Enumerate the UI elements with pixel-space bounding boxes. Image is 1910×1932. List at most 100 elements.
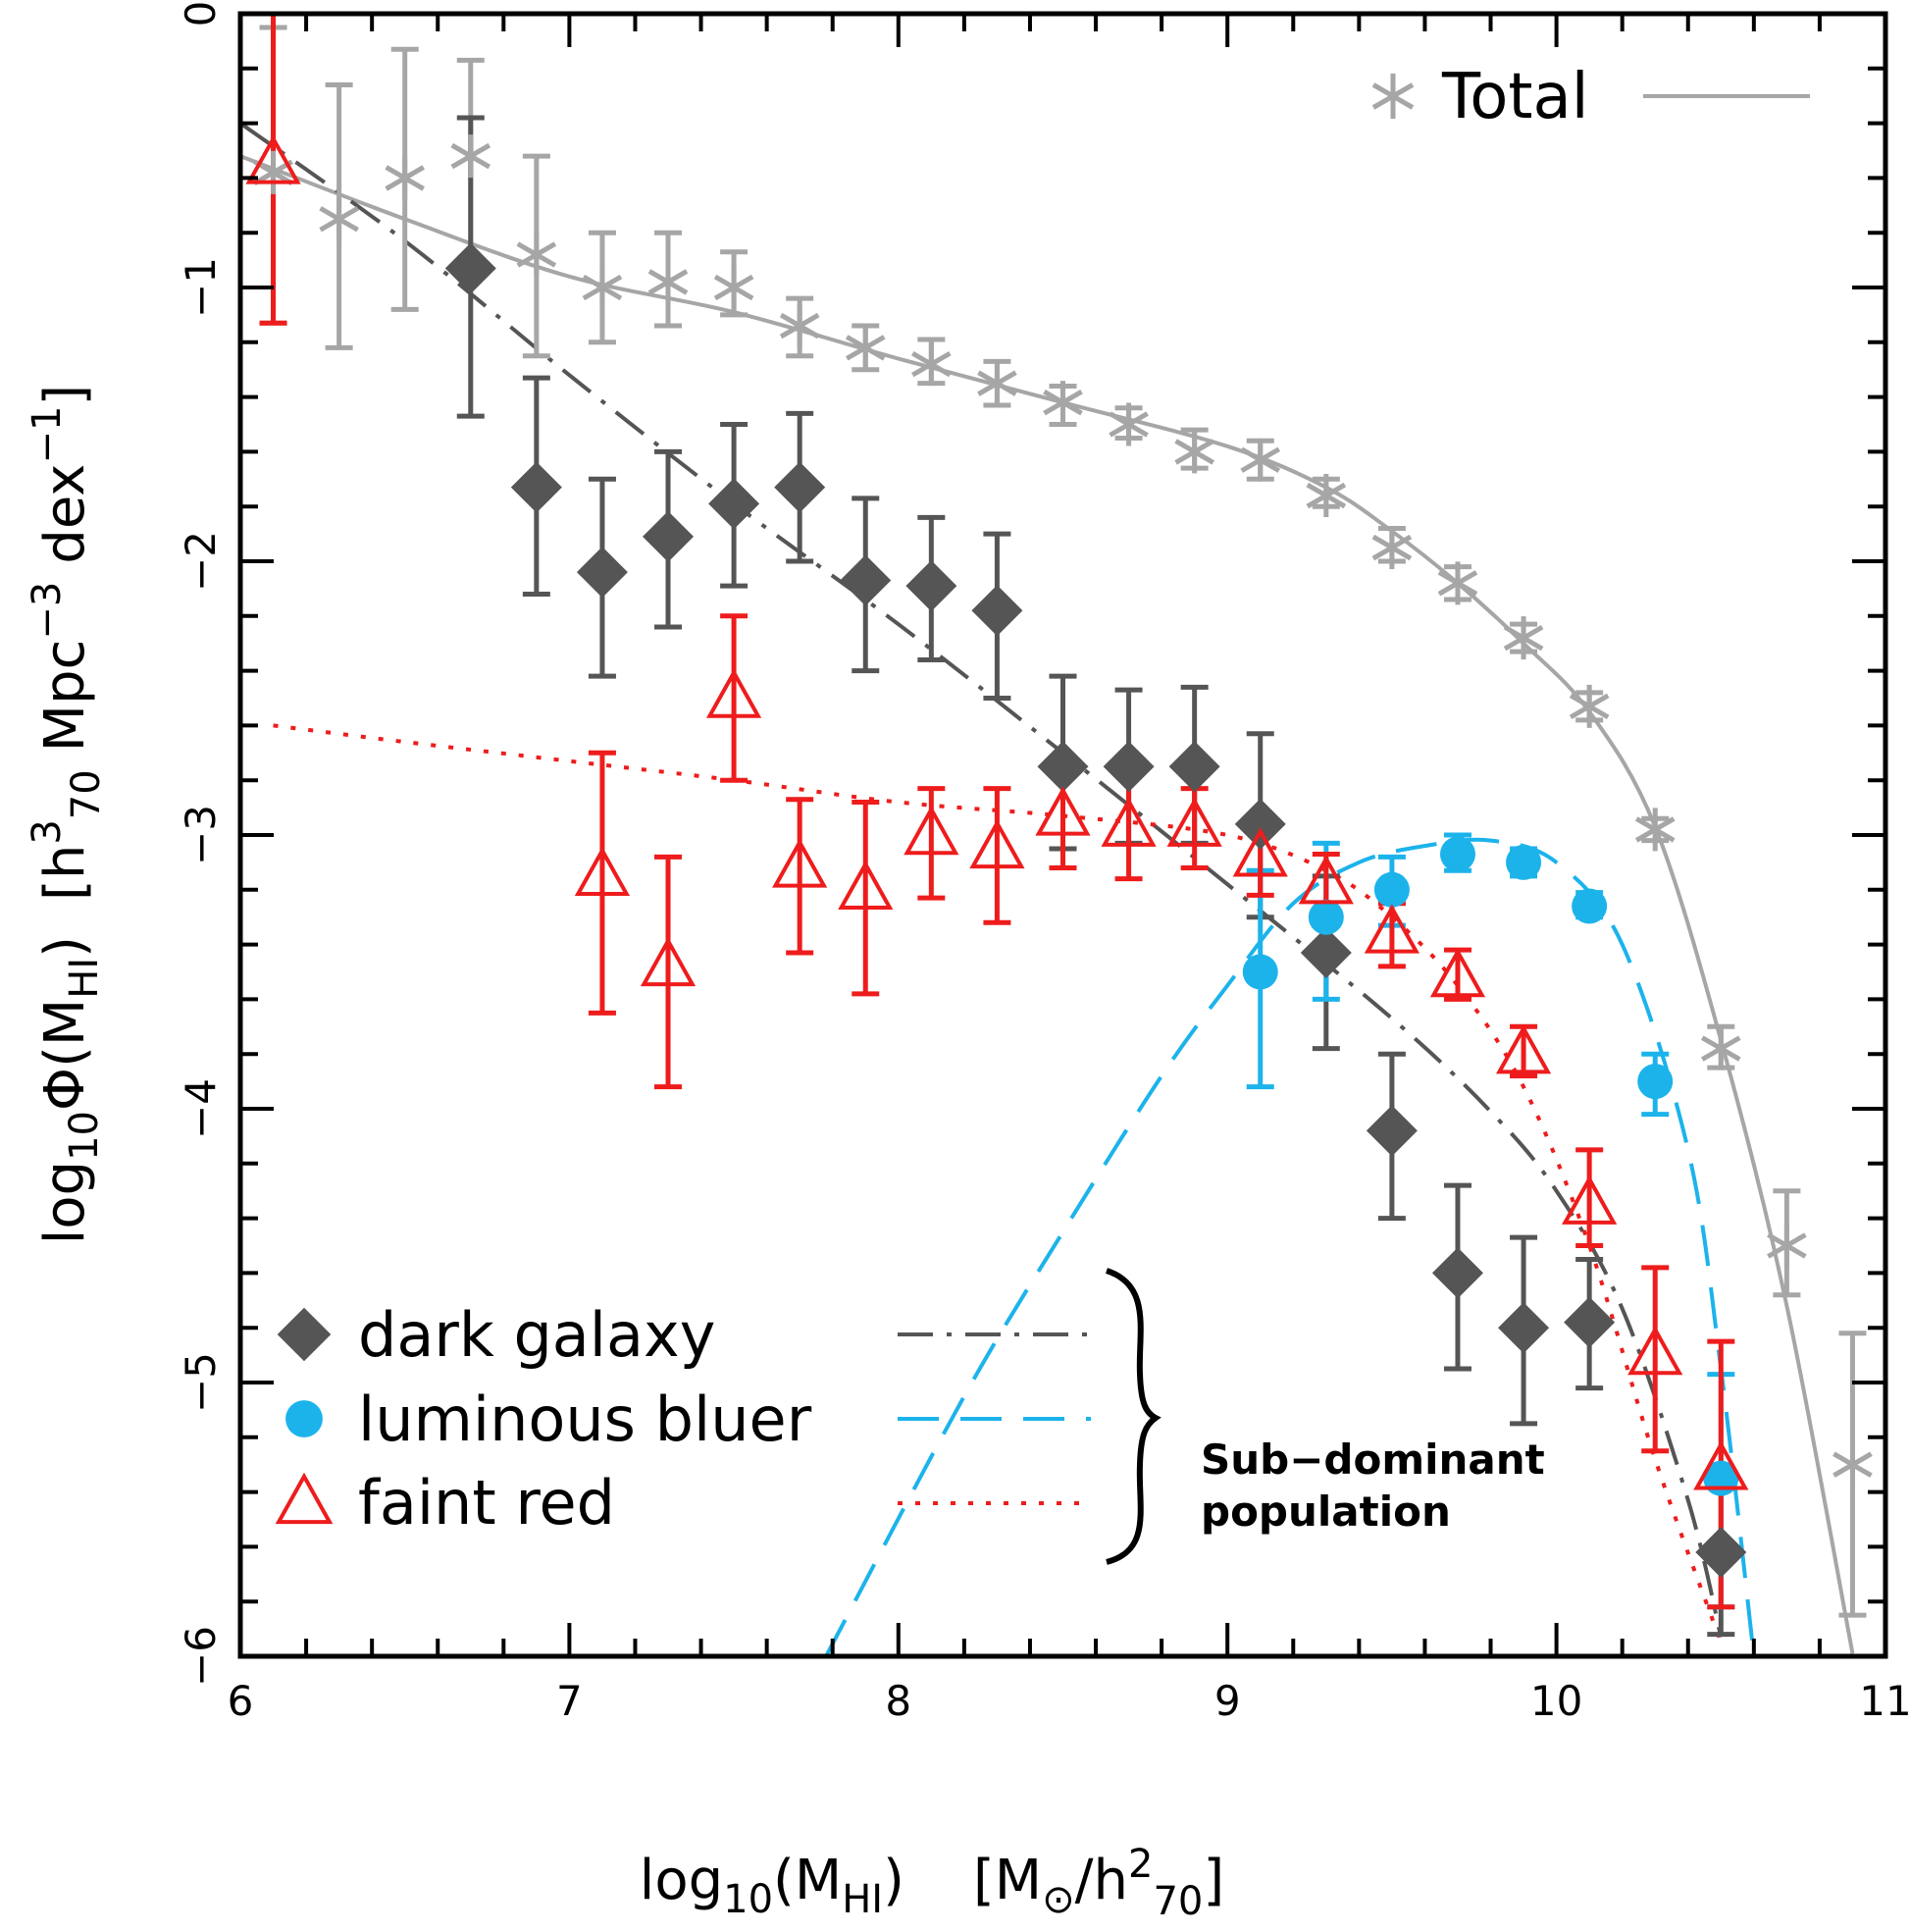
point-faint-red [838, 860, 894, 910]
legend-blue-label: luminous bluer [358, 1384, 812, 1455]
point-total [1240, 438, 1281, 482]
y-label-sup-m3: −3 [25, 582, 70, 640]
y-label-log-sub: 10 [62, 1111, 107, 1161]
point-dark-galaxy [774, 461, 826, 513]
point-total [1767, 1224, 1807, 1268]
tick-labels: 6 7 8 9 10 11 0 −1 −2 −3 −4 −5 −6 [177, 1, 1910, 1725]
point-total [1634, 808, 1676, 852]
legend-dark-label: dark galaxy [358, 1299, 715, 1371]
point-faint-red [903, 805, 959, 856]
point-faint-red [1364, 904, 1420, 954]
legend-total: Total [1441, 61, 1588, 133]
y-tick-label: 0 [177, 1, 225, 27]
point-total-stroke [1700, 1035, 1741, 1062]
point-total-stroke [713, 274, 754, 301]
x-label-log-sub: 10 [723, 1877, 773, 1922]
point-total-stroke [1174, 439, 1214, 465]
point-total-stroke [319, 206, 359, 233]
point-luminous-bluer [1439, 836, 1475, 872]
point-total-stroke [1043, 390, 1083, 416]
x-tick-label: 10 [1530, 1677, 1582, 1725]
point-faint-red [1495, 1024, 1552, 1074]
point-dark-galaxy [1564, 1296, 1616, 1348]
point-total [385, 156, 426, 200]
x-label-bracket-close: ] [1203, 1849, 1224, 1912]
point-total [1043, 381, 1083, 425]
point-faint-red [1035, 786, 1091, 836]
y-label-sup-m1: −1 [25, 406, 70, 464]
point-dark-galaxy [1431, 1247, 1483, 1299]
legend-populations: dark galaxy luminous bluer faint red Sub… [358, 1268, 1545, 1565]
point-total-stroke [253, 159, 293, 185]
point-dark-galaxy [1234, 798, 1286, 850]
point-total [1371, 526, 1413, 570]
point-total [977, 361, 1017, 405]
x-tick-label: 7 [556, 1677, 583, 1725]
y-label-sub70: 70 [64, 769, 109, 819]
point-total [1833, 1442, 1873, 1487]
point-luminous-bluer [1242, 954, 1278, 990]
point-dark-galaxy [1103, 741, 1155, 793]
point-total [1109, 402, 1149, 446]
point-total-stroke [1437, 570, 1478, 597]
point-total-stroke [1306, 482, 1347, 509]
point-total-stroke [1240, 446, 1281, 473]
x-label-sun: ⊙ [1042, 1877, 1075, 1922]
x-label-paren: ) [883, 1849, 904, 1912]
y-label-dex: dex [33, 464, 97, 564]
point-total [845, 326, 886, 370]
x-tick-label: 11 [1859, 1677, 1910, 1725]
point-faint-red [1101, 797, 1157, 847]
y-tick-label: −4 [177, 1078, 225, 1139]
legend-total-marker-stroke [1371, 82, 1415, 110]
point-total [319, 197, 359, 241]
point-faint-red [640, 936, 697, 987]
point-total [582, 266, 623, 309]
point-total-stroke [1371, 534, 1413, 561]
point-total [1569, 684, 1610, 728]
point-dark-galaxy [971, 585, 1023, 637]
x-label-sup2: 2 [1128, 1842, 1153, 1887]
legend-marks [275, 73, 1810, 1525]
point-faint-red [1562, 1175, 1618, 1225]
point-faint-red [1429, 947, 1486, 998]
point-dark-galaxy [444, 242, 496, 294]
point-total-stroke [1833, 1451, 1873, 1478]
fit-curve-luminous-bluer [824, 837, 1756, 1656]
y-tick-label: −6 [177, 1626, 225, 1687]
x-tick-label: 9 [1214, 1677, 1241, 1725]
point-total [253, 150, 293, 194]
data-markers [245, 134, 1873, 1578]
point-total-stroke [582, 274, 623, 301]
point-dark-galaxy [1366, 1105, 1418, 1157]
point-faint-red [969, 818, 1025, 869]
point-luminous-bluer [1506, 844, 1542, 880]
point-dark-galaxy [1695, 1526, 1747, 1578]
y-tick-label: −2 [177, 531, 225, 592]
point-total [1700, 1026, 1741, 1070]
y-tick-label: −3 [177, 805, 225, 865]
point-total [516, 233, 557, 277]
x-label-log: log [640, 1849, 723, 1912]
x-axis-label: log10(MHI) [M⊙/h270] [640, 1842, 1224, 1924]
y-label-sup3: 3 [25, 819, 70, 844]
point-total-stroke [911, 350, 952, 378]
point-luminous-bluer [1637, 1064, 1674, 1100]
point-total-stroke [1569, 693, 1610, 720]
point-total-stroke [1109, 411, 1149, 438]
point-dark-galaxy [1498, 1302, 1550, 1354]
legend-marker-dark-galaxy [277, 1307, 332, 1362]
point-dark-galaxy [905, 560, 957, 612]
point-faint-red [1166, 797, 1222, 847]
point-dark-galaxy [1037, 741, 1089, 793]
fit-curve-total [240, 154, 1855, 1654]
point-luminous-bluer [1572, 888, 1608, 924]
point-dark-galaxy [576, 547, 628, 599]
point-total [647, 260, 689, 304]
point-faint-red [1693, 1440, 1749, 1490]
point-dark-galaxy [1300, 926, 1352, 978]
fit-curve-dark-galaxy [240, 121, 1724, 1638]
x-label-m: (M [773, 1849, 842, 1912]
point-dark-galaxy [510, 461, 562, 513]
